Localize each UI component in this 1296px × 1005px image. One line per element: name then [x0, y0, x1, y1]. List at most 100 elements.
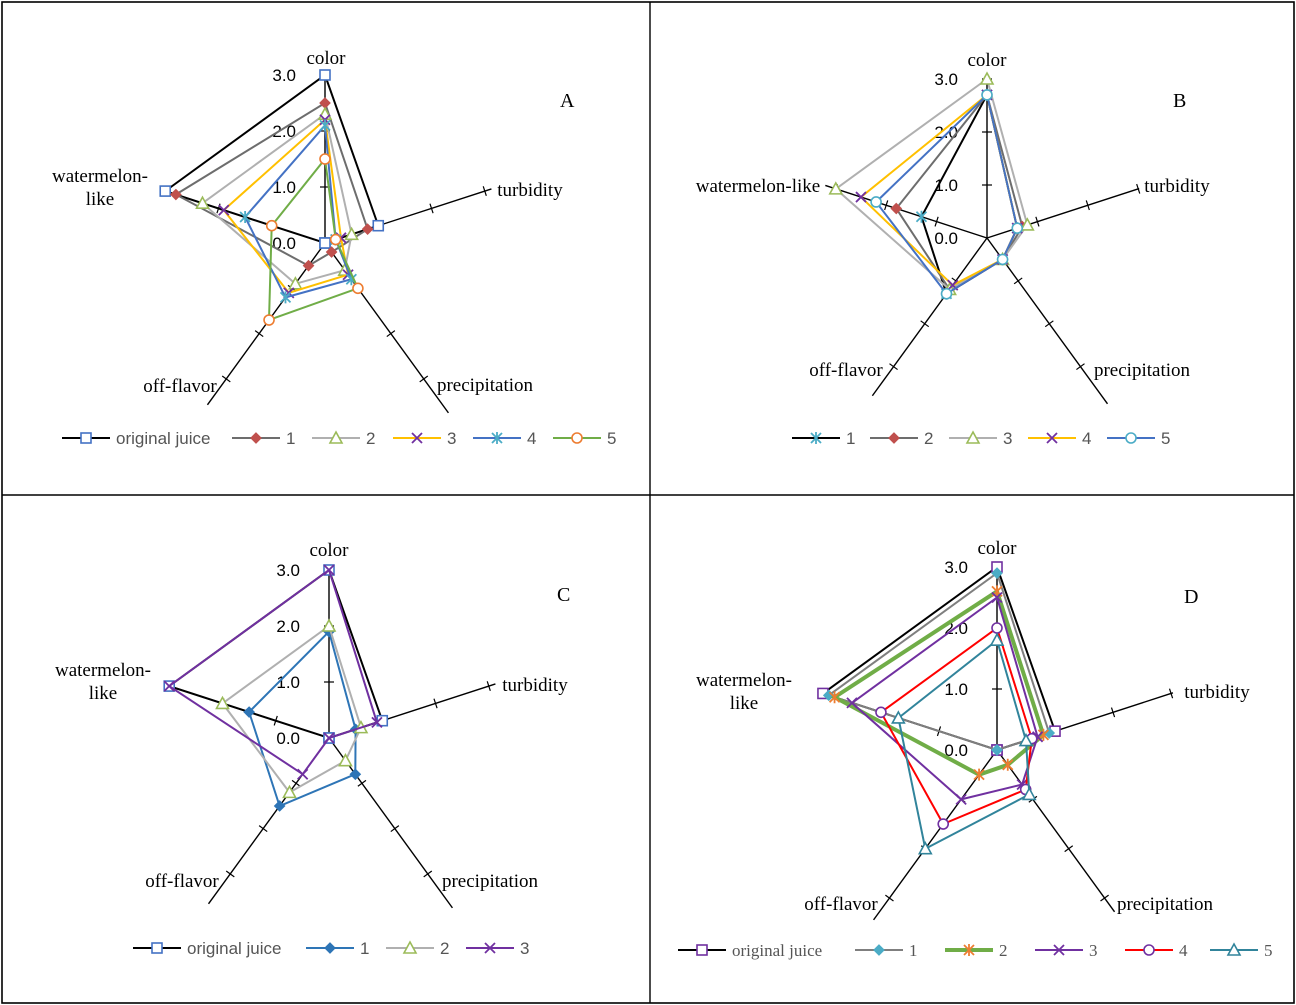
data-point-c-1-4	[243, 706, 255, 718]
tick-label: 3.0	[272, 66, 296, 85]
panel-d: color turbidity precipitation off-flavor wat…	[678, 538, 1273, 960]
data-point-a-2-4	[195, 195, 210, 209]
legend-label-c-1: 1	[360, 939, 369, 958]
axis-label-turbidity: turbidity	[497, 180, 563, 201]
legend-label-b-2: 3	[1003, 429, 1012, 448]
legend-label-a-1: 1	[286, 429, 295, 448]
tick-label: 3.0	[276, 561, 300, 580]
tick-mark	[433, 698, 438, 709]
axis-label-watermelonlike: watermelon-like	[696, 176, 821, 197]
data-point-c-3-4	[163, 680, 175, 692]
tick-mark	[934, 216, 939, 227]
tick-label: 2.0	[276, 617, 300, 636]
data-point-a-0-4	[159, 185, 172, 197]
tick-label: 2.0	[272, 122, 296, 141]
legend-marker-c-0	[151, 942, 163, 954]
data-point-d-3-0	[991, 591, 1003, 604]
legend-label-a-2: 2	[366, 429, 375, 448]
data-point-c-1-3	[273, 800, 286, 812]
series-line-c-1	[247, 629, 357, 808]
data-point-a-4-0	[319, 119, 331, 132]
axis-label-color: color	[977, 538, 1017, 559]
data-point-b-3-4	[855, 191, 867, 203]
data-point-d-5-0	[989, 632, 1005, 647]
data-point-d-3-3	[955, 793, 967, 805]
tick-mark	[291, 779, 301, 787]
legend-label-b-4: 5	[1161, 429, 1170, 448]
tick-mark	[1085, 200, 1090, 211]
axis-label-turbidity: turbidity	[502, 675, 568, 696]
legend-marker-b-0	[810, 432, 822, 444]
tick-mark	[221, 375, 231, 383]
legend-marker-b-2	[965, 430, 981, 444]
data-point-c-2-2	[338, 752, 353, 767]
axis-label-watermelonlike: watermelon-like	[52, 166, 148, 210]
series-line-a-5	[267, 156, 360, 322]
data-point-b-0-4	[915, 210, 928, 223]
legend-marker-d-2	[963, 944, 975, 956]
axis-label-color: color	[967, 50, 1007, 71]
data-point-d-2-3	[973, 768, 985, 781]
data-point-a-0-0	[319, 69, 331, 81]
legend-marker-b-4	[1125, 432, 1137, 444]
data-point-c-3-2	[323, 732, 335, 744]
legend-marker-a-3	[411, 432, 423, 444]
data-point-a-1-0	[319, 97, 331, 109]
tick-label: 3.0	[934, 70, 958, 89]
legend-label-a-0: original juice	[116, 429, 211, 448]
data-point-d-4-3	[937, 818, 950, 830]
legend-marker-b-3	[1046, 432, 1058, 444]
tick-mark	[258, 825, 268, 833]
tick-mark	[889, 363, 898, 371]
tick-mark	[1100, 894, 1109, 902]
axis-line-precipitation	[986, 237, 1109, 405]
data-point-a-5-0	[319, 153, 331, 165]
series-line-d-2	[830, 588, 1046, 777]
legend-label-d-2: 2	[999, 941, 1008, 960]
series-line-a-0	[163, 73, 380, 245]
tick-mark	[1110, 707, 1116, 718]
tick-label: 0.0	[934, 229, 958, 248]
legend-label-c-0: original juice	[187, 939, 282, 958]
data-point-a-1-3	[302, 259, 315, 272]
data-point-a-5-2	[352, 282, 364, 295]
data-point-a-3-4	[218, 204, 230, 216]
legend-marker-d-3	[1053, 944, 1065, 956]
tick-mark	[254, 330, 264, 338]
legend-marker-c-3	[484, 942, 496, 954]
axis-label-precipitation: precipitation	[1094, 360, 1191, 381]
tick-mark	[419, 375, 429, 383]
tick-mark	[357, 779, 367, 787]
tick-mark	[1136, 183, 1141, 194]
legend-marker-a-2	[328, 430, 344, 444]
tick-mark	[1035, 216, 1040, 227]
panel-b: color turbidity precipitation off-flavor wat…	[696, 50, 1210, 448]
axis-label-offflavor: off-flavor	[809, 360, 883, 381]
legend-marker-d-4	[1143, 944, 1155, 956]
data-point-d-3-4	[846, 697, 858, 709]
axis-label-color: color	[306, 48, 346, 69]
axis-label-precipitation: precipitation	[442, 871, 539, 892]
panel-c: color turbidity precipitation off-flavor wat…	[55, 540, 568, 958]
tick-mark	[1168, 688, 1174, 699]
data-point-a-5-3	[263, 314, 275, 326]
axis-label-watermelonlike: watermelon-like	[55, 660, 151, 704]
data-point-a-5-1	[329, 233, 342, 246]
axis-label-precipitation: precipitation	[437, 375, 534, 396]
tick-mark	[884, 200, 889, 211]
axis-label-color: color	[309, 540, 349, 561]
data-point-b-2-1	[1019, 217, 1035, 231]
data-point-c-1-2	[349, 768, 362, 781]
tick-mark	[390, 825, 400, 833]
data-point-b-4-4	[870, 196, 882, 208]
data-point-d-5-4	[891, 710, 906, 724]
tick-label: 0.0	[272, 234, 296, 253]
tick-mark	[885, 894, 894, 902]
tick-label: 1.0	[276, 673, 300, 692]
tick-mark	[482, 186, 487, 197]
tick-mark	[486, 681, 491, 692]
tick-mark	[429, 203, 434, 214]
data-point-c-3-1	[371, 716, 383, 729]
legend-label-d-4: 4	[1179, 941, 1188, 960]
